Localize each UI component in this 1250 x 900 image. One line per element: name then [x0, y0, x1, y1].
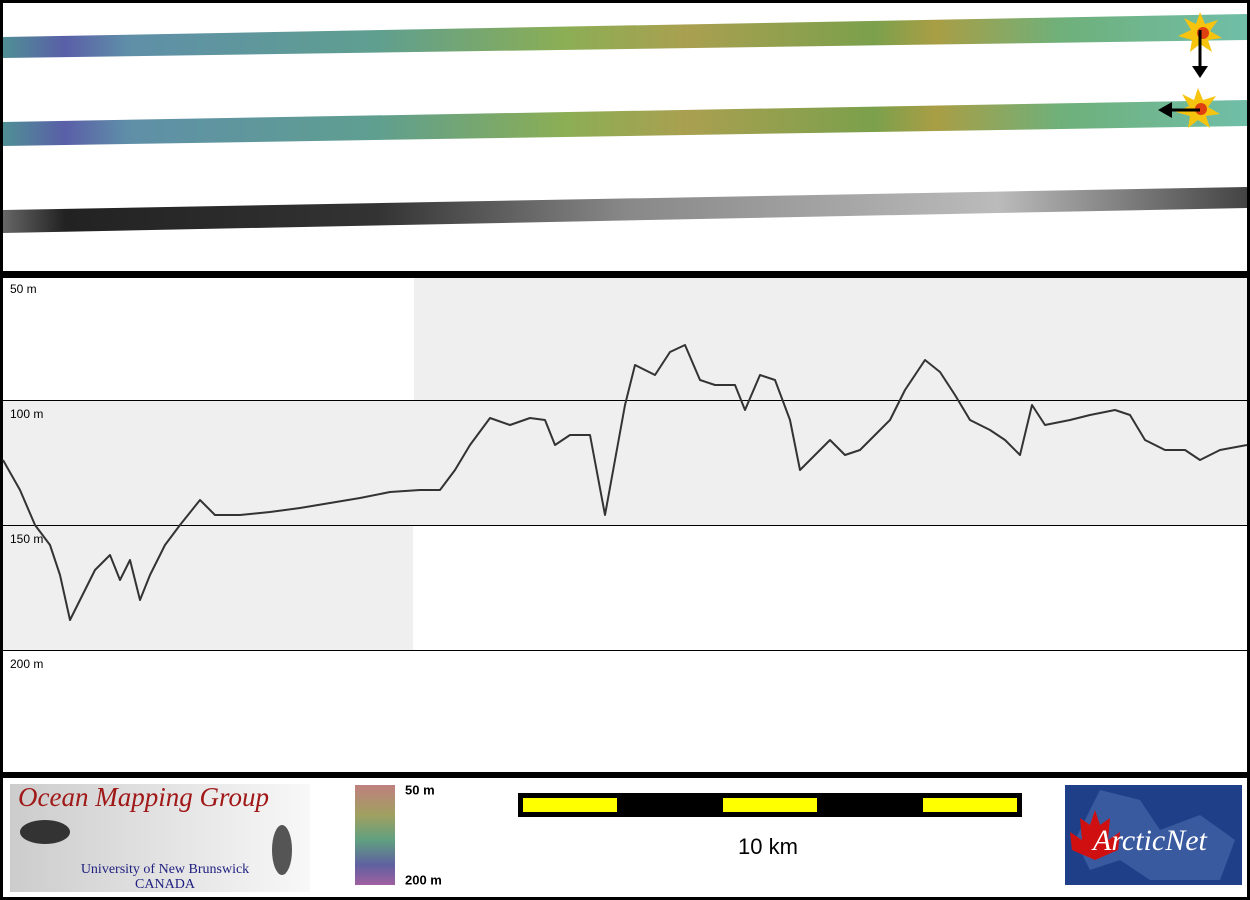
depth-label: 100 m [10, 407, 43, 421]
seafloor-profile [2, 344, 1248, 621]
colorbar-label: 50 m [405, 782, 435, 797]
scale-bar [518, 793, 1022, 817]
scale-label: 10 km [738, 834, 798, 859]
backscatter-swath [3, 187, 1247, 233]
depth-lines [3, 400, 1247, 651]
logo-title: Ocean Mapping Group [18, 782, 269, 812]
depth-label: 150 m [10, 532, 43, 546]
depth-label: 200 m [10, 657, 43, 671]
colorbar [355, 785, 395, 885]
arcticnet-logo: ArcticNet [1065, 785, 1242, 885]
logo-title: ArcticNet [1091, 824, 1208, 857]
colorbar-label: 200 m [405, 872, 442, 887]
profile-window [3, 401, 1247, 525]
omg-logo: Ocean Mapping Group University of New Br… [10, 782, 310, 892]
profile-window [414, 278, 1247, 400]
depth-label: 50 m [10, 282, 37, 296]
logo-country: CANADA [135, 877, 196, 892]
logo-subtitle: University of New Brunswick [81, 862, 249, 877]
position-markers [1158, 12, 1222, 128]
profile-window [3, 526, 413, 650]
bathymetry-swath [3, 100, 1247, 146]
bathymetry-swath [3, 14, 1247, 58]
